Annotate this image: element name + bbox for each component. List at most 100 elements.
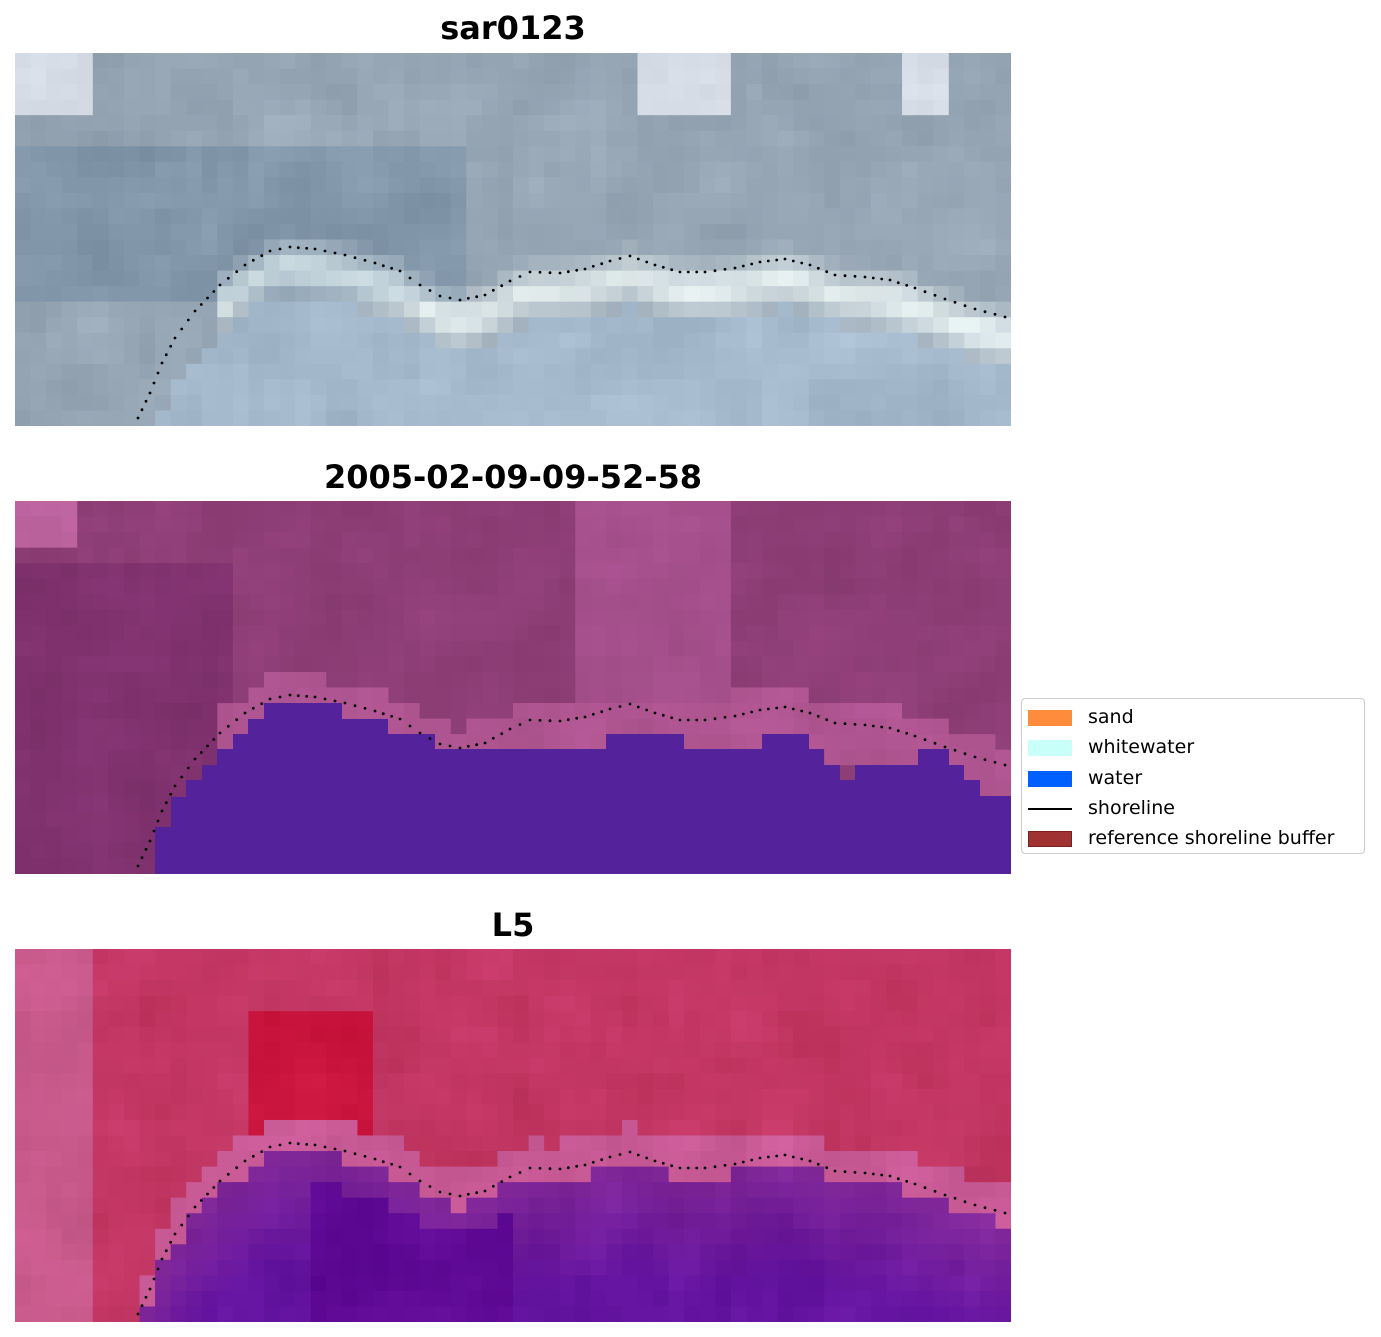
legend-label: reference shoreline buffer (1088, 827, 1335, 849)
legend-label: water (1088, 767, 1143, 789)
shoreline-dot (963, 752, 967, 756)
shoreline-dot (766, 707, 770, 711)
shoreline-dot (313, 695, 317, 699)
shoreline-dot (144, 399, 148, 403)
shoreline-dot (538, 1166, 542, 1170)
shoreline-dot (913, 1182, 917, 1186)
shoreline-dot (678, 1166, 682, 1170)
shoreline-dot (528, 270, 532, 274)
legend-item-reference-buffer: reference shoreline buffer (1028, 822, 1362, 852)
shoreline-dot (653, 711, 657, 715)
shoreline-dot (428, 1185, 432, 1188)
shoreline-dot (144, 847, 148, 851)
shoreline-dot (313, 247, 317, 251)
shoreline-dot (695, 270, 699, 274)
shoreline-dot (343, 1149, 347, 1153)
shoreline-dot (268, 697, 272, 701)
shoreline-dot (558, 1167, 562, 1171)
shoreline-dot (164, 353, 168, 357)
shoreline-dot (833, 273, 837, 277)
shoreline-dot (186, 766, 190, 770)
shoreline-dot (296, 694, 300, 698)
shoreline-dot (741, 712, 745, 716)
shoreline-dot (483, 293, 487, 297)
index-image (15, 949, 1011, 1322)
shoreline-dot (591, 264, 595, 268)
shoreline-dot (305, 1142, 309, 1146)
shoreline-dot (853, 722, 857, 726)
shoreline-dot (169, 1240, 173, 1244)
shoreline-dot (816, 266, 820, 270)
shoreline-dot (160, 1257, 164, 1261)
shoreline-dot (783, 257, 787, 261)
shoreline-dot (953, 1196, 957, 1200)
shoreline-dot (791, 1155, 795, 1159)
shoreline-dot (871, 724, 875, 728)
shoreline-dot (783, 705, 787, 709)
shoreline-dot (333, 699, 337, 703)
shoreline-dot (268, 249, 272, 253)
shoreline-dot (678, 270, 682, 274)
shoreline-dot (152, 1277, 156, 1281)
shoreline-dot (186, 318, 190, 322)
shoreline-dot (713, 717, 717, 721)
shoreline-dot (288, 693, 292, 697)
shoreline-dot (518, 1171, 522, 1174)
shoreline-dot (733, 266, 737, 270)
shoreline-dot (381, 264, 385, 268)
shoreline-dot (226, 1172, 230, 1176)
shoreline-dot (905, 283, 909, 287)
shoreline-dot (896, 729, 900, 733)
shoreline-dot (381, 712, 385, 716)
legend-label: shoreline (1088, 797, 1175, 819)
shoreline-dot (723, 267, 727, 271)
shoreline-dot (833, 1169, 837, 1173)
shoreline-dot (896, 1177, 900, 1181)
shoreline-dot (600, 262, 604, 266)
shoreline-dot (475, 1191, 479, 1195)
shoreline-dot (628, 1150, 632, 1154)
shoreline-dot (758, 708, 762, 712)
shoreline-dot (750, 262, 754, 266)
shoreline-dot (905, 1179, 909, 1183)
shoreline-dot (695, 718, 699, 722)
shoreline-dot (458, 746, 462, 750)
shoreline-dot (993, 312, 997, 316)
shoreline-dot (808, 263, 812, 267)
shoreline-dot (645, 708, 649, 712)
shoreline-dot (458, 1194, 462, 1198)
shoreline-dot (758, 260, 762, 264)
shoreline-dot (363, 258, 367, 262)
shoreline-dot (645, 1156, 649, 1160)
shoreline-dot (251, 1154, 255, 1158)
panel-title-classified: 2005-02-09-09-52-58 (323, 458, 703, 496)
shoreline-dot (758, 1156, 762, 1160)
shoreline-dot (843, 274, 847, 278)
shoreline-dot (750, 1158, 754, 1162)
shoreline-dot (381, 1160, 385, 1164)
shoreline-dot (136, 1312, 140, 1316)
shoreline-dot (618, 257, 622, 260)
shoreline-dot (173, 784, 177, 788)
shoreline-dot (888, 726, 892, 730)
shoreline-dot (538, 270, 542, 274)
shoreline-dot (566, 270, 570, 274)
shoreline-dot (353, 704, 357, 708)
shoreline-dot (466, 744, 470, 748)
shoreline-dot (558, 271, 562, 275)
shoreline-dot (766, 1155, 770, 1159)
shoreline-dot (825, 1166, 829, 1170)
shoreline-dot (816, 714, 820, 718)
shoreline-dot (775, 258, 779, 262)
shoreline-dot (636, 705, 640, 709)
shoreline-dot (880, 277, 884, 281)
shoreline-dot (843, 1170, 847, 1174)
shoreline-dot (933, 293, 937, 297)
shoreline-dot (268, 1145, 272, 1149)
shoreline-dots (136, 245, 1007, 420)
shoreline-dot (152, 381, 156, 385)
shoreline-dot (160, 809, 164, 813)
shoreline-dot (636, 1153, 640, 1157)
shoreline-dot (323, 1145, 327, 1149)
shoreline-dot (800, 1157, 804, 1161)
